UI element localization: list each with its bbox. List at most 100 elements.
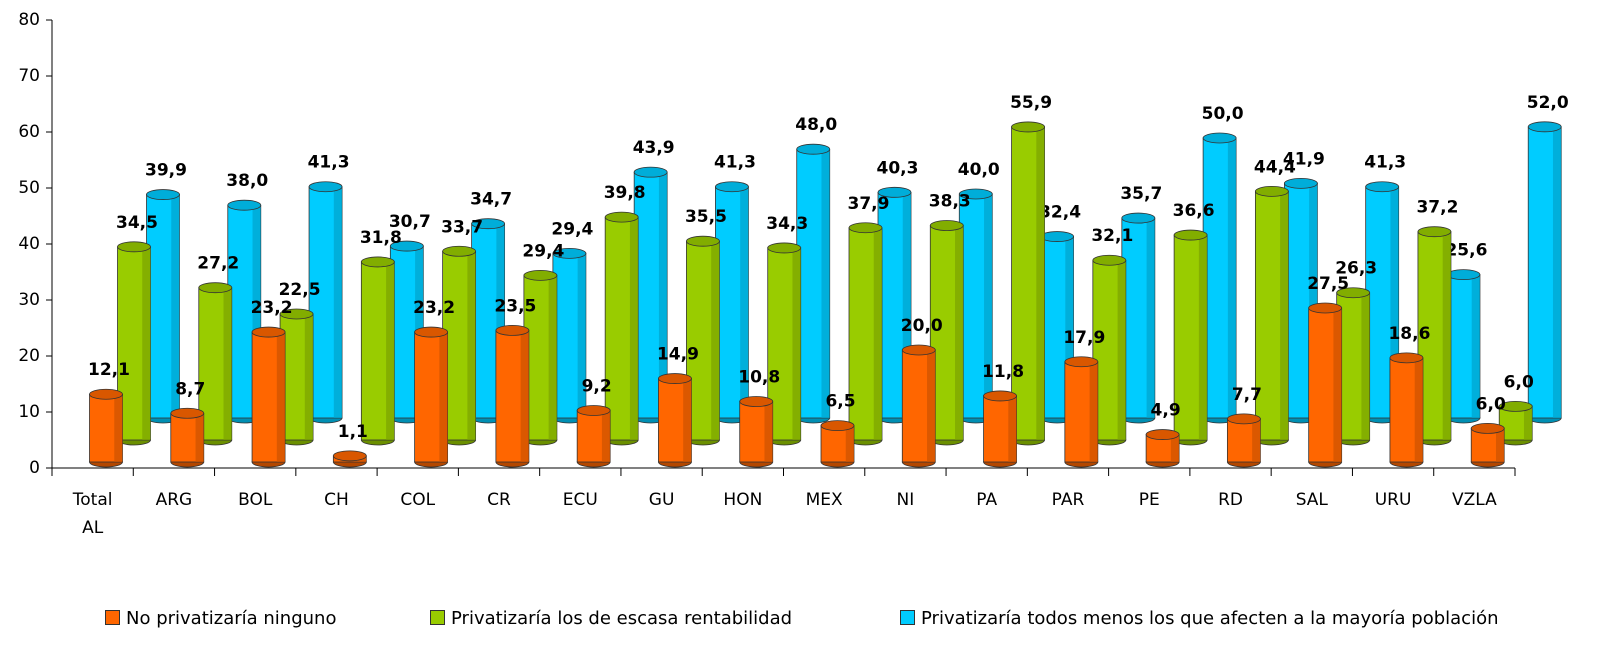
bar-shade: [629, 217, 639, 440]
x-tick-label: GU: [648, 490, 675, 510]
bar-shade: [439, 332, 448, 462]
bar-shade: [304, 314, 314, 440]
value-label: 50,0: [1202, 104, 1244, 124]
value-label: 43,9: [633, 138, 675, 158]
bar-shade: [1146, 218, 1155, 418]
value-label: 25,6: [1445, 241, 1487, 261]
bar-shade: [548, 275, 557, 440]
bar-top: [442, 245, 477, 257]
bar-shade: [223, 287, 232, 440]
value-label: 44,4: [1254, 157, 1296, 177]
y-tick-label: 40: [18, 234, 40, 254]
value-label: 20,0: [901, 316, 943, 336]
bar-shade: [1390, 186, 1399, 418]
value-label: 52,0: [1527, 93, 1569, 113]
bar-top: [523, 269, 558, 281]
value-label: 1,1: [338, 422, 368, 442]
bar-shade: [1495, 428, 1505, 462]
bar-top: [198, 282, 233, 294]
legend-swatch: [105, 610, 120, 625]
legend-label: Privatizaría los de escasa rentabilidad: [451, 608, 793, 629]
value-label: 22,5: [279, 280, 321, 300]
bar-shade: [252, 205, 261, 418]
y-tick-label: 0: [29, 458, 40, 478]
x-tick-label: CR: [487, 490, 511, 510]
bar-top: [658, 373, 692, 384]
bar-shade: [386, 261, 395, 440]
value-label: 32,4: [1039, 203, 1081, 223]
bar-shade: [276, 332, 286, 462]
bar-shade: [984, 194, 993, 418]
bar-shade: [1552, 126, 1562, 419]
bar-top: [604, 211, 639, 223]
x-tick-label: COL: [400, 490, 436, 510]
bar-shade: [333, 186, 343, 418]
bar-shade: [1065, 236, 1074, 418]
x-tick-label: NI: [896, 490, 915, 510]
bar-shade: [1361, 292, 1370, 440]
value-label: 41,3: [308, 153, 350, 173]
value-label: 10,8: [738, 368, 780, 388]
bar-shade: [1170, 434, 1180, 462]
value-label: 35,7: [1120, 184, 1162, 204]
bar-shade: [1442, 231, 1451, 440]
bar-top: [389, 240, 424, 252]
bar-top: [89, 388, 123, 400]
bar-shade: [1089, 361, 1098, 462]
value-label: 39,9: [145, 161, 187, 181]
value-label: 34,3: [766, 214, 808, 234]
y-tick-label: 20: [18, 346, 40, 366]
bar-top: [1446, 269, 1481, 281]
x-tick-label: BOL: [238, 490, 273, 510]
value-label: 37,2: [1416, 198, 1458, 218]
value-label: 41,3: [714, 153, 756, 173]
bar-top: [576, 405, 611, 416]
bar-shade: [195, 413, 204, 462]
y-tick-label: 70: [18, 66, 40, 86]
y-tick-label: 10: [18, 402, 40, 422]
bar-shade: [171, 194, 180, 418]
x-tick-label: RD: [1218, 490, 1243, 510]
value-label: 27,2: [197, 254, 239, 274]
x-tick-label: MEX: [805, 490, 843, 510]
bar-top: [686, 235, 720, 247]
x-tick-label: VZLA: [1451, 490, 1497, 510]
bar-top: [1202, 132, 1237, 144]
bar-shade: [683, 378, 692, 462]
legend-swatch: [430, 610, 445, 625]
x-tick-label: URU: [1374, 490, 1412, 510]
bar-top: [633, 166, 668, 178]
bar-top: [1470, 422, 1505, 434]
value-label: 40,3: [877, 158, 919, 178]
value-label: 38,3: [929, 192, 971, 212]
bar-top: [1308, 302, 1343, 314]
value-label: 29,4: [551, 219, 593, 239]
value-label: 33,7: [441, 217, 483, 237]
value-label: 14,9: [657, 345, 699, 365]
value-label: 17,9: [1063, 328, 1105, 348]
bar-top: [767, 242, 802, 254]
y-tick-label: 30: [18, 290, 40, 310]
value-label: 38,0: [226, 171, 268, 191]
bar-top: [308, 181, 343, 193]
bar-top: [1283, 177, 1318, 189]
bar-top: [1226, 413, 1261, 425]
bar-shade: [1414, 357, 1423, 462]
value-label: 30,7: [389, 212, 431, 232]
x-tick-label: CH: [324, 490, 349, 510]
bar-top: [279, 308, 314, 320]
value-label: 9,2: [582, 376, 612, 396]
bar-top: [820, 420, 855, 432]
x-tick-label: Total AL: [72, 490, 113, 538]
bar-shade: [1333, 308, 1342, 462]
bar-top: [360, 256, 395, 268]
bar-top: [1092, 254, 1127, 266]
legend-swatch: [900, 610, 915, 625]
bar-top: [901, 344, 936, 356]
bar-shade: [1008, 395, 1017, 462]
x-tick-label: ECU: [562, 490, 598, 510]
bar-shade: [467, 251, 476, 440]
bar-top: [414, 326, 449, 338]
bar-top: [332, 450, 367, 462]
